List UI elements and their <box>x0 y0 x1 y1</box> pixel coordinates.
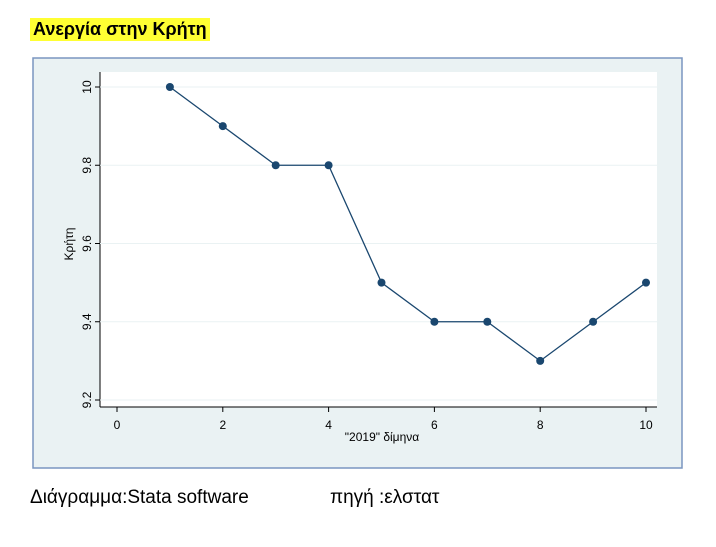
point <box>165 83 174 91</box>
x-tick-label: 8 <box>537 418 544 432</box>
plot-region <box>100 72 657 407</box>
slide-title: Ανεργία στην Κρήτη <box>30 18 210 41</box>
point <box>589 317 598 326</box>
x-tick-label: 6 <box>431 418 438 432</box>
series-line <box>169 86 647 362</box>
footer-right: πηγή :ελστατ <box>330 487 440 508</box>
x-tick-label: 0 <box>114 418 121 432</box>
point <box>536 356 545 365</box>
y-tick-label: 9.8 <box>80 157 94 174</box>
y-tick-label: 10 <box>80 80 94 94</box>
x-tick-label: 4 <box>325 418 332 432</box>
y-tick-label: 9.4 <box>80 313 94 330</box>
y-tick-label: 9.6 <box>80 235 94 252</box>
point <box>377 278 386 287</box>
x-axis-label: "2019" δίμηνα <box>345 430 419 444</box>
chart: "2019" δίμηνα Κρήτη 9.2 9.4 9.6 9.8 10 0 2 4 6 8 1… <box>32 57 683 469</box>
point <box>642 278 650 287</box>
point <box>483 317 492 326</box>
point <box>324 161 333 170</box>
y-axis-label: Κρήτη <box>62 228 76 261</box>
y-tick-label: 9.2 <box>80 391 94 408</box>
point <box>271 161 280 170</box>
point <box>430 317 439 326</box>
x-tick-label: 10 <box>639 418 653 432</box>
point <box>218 122 227 131</box>
x-tick-label: 2 <box>219 418 226 432</box>
footer-left: Διάγραμμα:Stata software <box>30 487 249 508</box>
